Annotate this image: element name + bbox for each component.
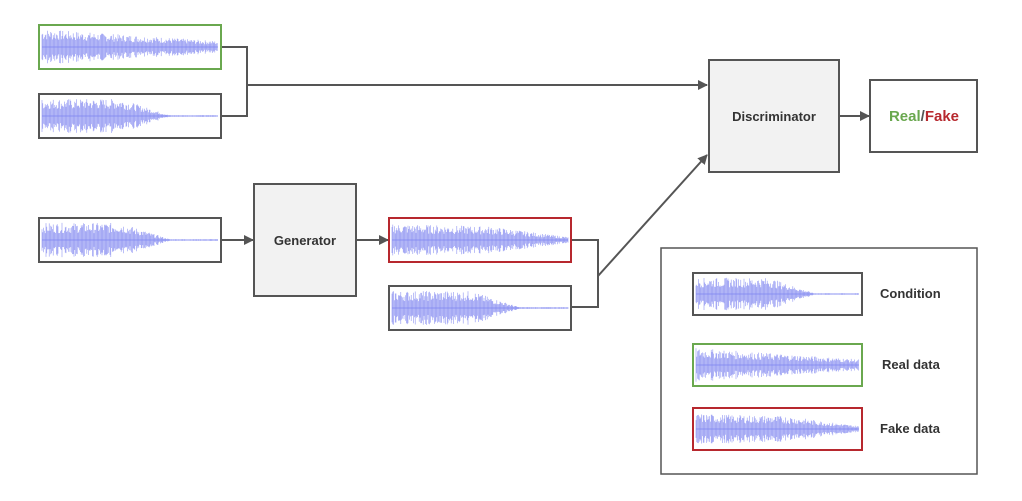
discriminator-label: Discriminator	[732, 109, 816, 124]
connectors	[221, 46, 870, 308]
legend-real-label: Real data	[882, 357, 941, 372]
legend-condition-label: Condition	[880, 286, 941, 301]
connector-real-to-join	[221, 46, 248, 85]
audio-waveform-icon	[695, 277, 859, 311]
audio-waveform-icon	[391, 224, 569, 256]
legend: Condition Real data Fake data	[660, 247, 978, 475]
output-block: Real/Fake	[869, 79, 978, 153]
legend-item-fake: Fake data	[692, 407, 941, 451]
arrow-to-discriminator-bottom	[597, 154, 708, 277]
audio-waveform-icon	[695, 348, 859, 382]
audio-waveform-icon	[41, 99, 218, 133]
audio-waveform-icon	[41, 30, 218, 64]
connector-condition-to-join	[221, 85, 248, 117]
legend-item-condition: Condition	[692, 272, 941, 316]
waveform-condition-generator	[38, 217, 222, 263]
output-fake-label: Fake	[925, 108, 959, 125]
waveform-fake	[388, 217, 572, 263]
waveform-real-top	[38, 24, 222, 70]
legend-item-real: Real data	[692, 343, 941, 387]
waveform-condition-bottom	[388, 285, 572, 331]
audio-waveform-icon	[41, 222, 218, 258]
discriminator-block: Discriminator	[708, 59, 840, 173]
connector-condition2-to-join	[571, 276, 599, 308]
waveform-condition-top	[38, 93, 222, 139]
generator-label: Generator	[274, 233, 336, 248]
connector-fake-to-join	[571, 239, 599, 276]
audio-waveform-icon	[391, 291, 569, 325]
audio-waveform-icon	[695, 414, 859, 444]
legend-fake-label: Fake data	[880, 421, 941, 436]
output-real-label: Real	[889, 108, 921, 125]
output-separator: /	[921, 108, 926, 125]
output-label: Real/Fake	[889, 108, 959, 125]
generator-block: Generator	[253, 183, 357, 297]
